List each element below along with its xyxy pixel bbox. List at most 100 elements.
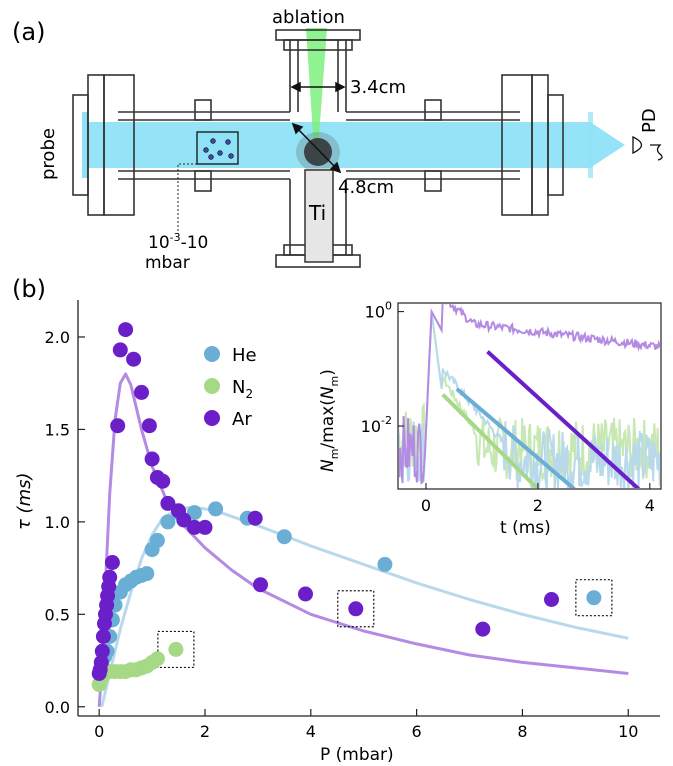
inset-x-axis-label: t (ms) xyxy=(500,518,551,538)
data-point-ar xyxy=(144,451,160,467)
vacuum-chamber xyxy=(72,29,564,268)
pressure-label: 10-3-10 xyxy=(148,231,208,253)
main-chart: 0 2 4 6 8 10 0.00.51.01.52.0 P (mbar) τ (ms) … xyxy=(14,300,660,765)
data-point-ar xyxy=(118,322,134,338)
legend-item-n2: N2 xyxy=(204,377,253,401)
legend-marker-he xyxy=(204,346,220,362)
inset-fit-n2 xyxy=(441,393,540,488)
data-point-ar xyxy=(348,601,364,617)
data-point-he xyxy=(139,566,155,582)
inset-y-ticks: 100 10-2 xyxy=(361,300,404,436)
ablation-plume-halo xyxy=(296,132,340,172)
main-y-tick-label: 0.5 xyxy=(45,605,70,624)
panel-a-label: (a) xyxy=(12,18,45,46)
main-y-tick-label: 1.5 xyxy=(45,420,70,439)
dimension-arrow-diagonal xyxy=(291,122,342,174)
data-point-ar xyxy=(247,510,263,526)
main-x-tick-label: 2 xyxy=(200,722,210,741)
main-x-tick-label: 10 xyxy=(618,722,638,741)
data-point-ar xyxy=(475,621,491,637)
data-point-he xyxy=(377,556,393,572)
inset-fit-he xyxy=(455,387,576,488)
main-x-tick-label: 4 xyxy=(306,722,316,741)
inset-y-axis-label: Nm/max(Nm) xyxy=(318,369,341,472)
data-point-ar xyxy=(197,519,213,535)
inset-fit-ar xyxy=(486,350,640,488)
data-point-ar xyxy=(94,643,110,659)
data-point-ar xyxy=(141,418,157,434)
data-point-ar xyxy=(176,512,192,528)
inset-decay-fits xyxy=(441,350,640,488)
ablation-label: ablation xyxy=(272,7,345,28)
inset-chart: 0 2 4 100 10-2 t (ms) Nm/max(Nm) xyxy=(318,300,662,538)
main-y-tick-label: 0.0 xyxy=(45,698,70,717)
data-point-ar xyxy=(253,577,268,593)
inset-trace-ar xyxy=(399,304,660,485)
legend-marker-n2 xyxy=(204,378,220,394)
main-data-points xyxy=(91,322,602,693)
highlight-box xyxy=(337,590,375,628)
data-point-ar xyxy=(102,569,118,585)
dim-bottom-label: 4.8cm xyxy=(338,177,394,198)
data-point-ar xyxy=(160,495,176,511)
photodiode-icon xyxy=(632,135,663,161)
main-x-tick-label: 8 xyxy=(517,722,527,741)
inset-x-tick-label: 2 xyxy=(533,496,543,515)
ablation-plume xyxy=(304,138,332,166)
pressure-unit-label: mbar xyxy=(145,253,190,273)
inset-noise-traces xyxy=(399,304,660,488)
fit-curve-he xyxy=(100,505,629,708)
panel-b-label: (b) xyxy=(12,275,46,303)
beam-exit-flare xyxy=(588,112,593,178)
data-point-n2 xyxy=(168,641,184,657)
data-point-ar xyxy=(95,629,111,644)
highlight-box xyxy=(575,579,613,617)
legend-label-he: He xyxy=(232,345,257,366)
data-point-he xyxy=(208,501,224,517)
data-point-n2 xyxy=(149,651,165,667)
target-label: Ti xyxy=(308,201,326,225)
data-point-he xyxy=(276,529,292,545)
data-point-ar xyxy=(112,342,128,358)
main-x-axis-label: P (mbar) xyxy=(320,745,394,765)
molecule-dots xyxy=(203,138,234,160)
main-y-axis-label: τ (ms) xyxy=(14,472,35,530)
data-point-ar xyxy=(186,519,202,535)
data-point-ar xyxy=(134,384,149,400)
legend-label-n2: N2 xyxy=(232,377,253,401)
data-point-ar xyxy=(110,418,126,434)
data-point-ar xyxy=(126,351,142,367)
data-point-ar xyxy=(298,586,313,602)
main-annotation-boxes xyxy=(157,579,613,669)
ablation-laser-beam xyxy=(306,28,327,150)
legend-marker-ar xyxy=(204,410,220,426)
highlight-box xyxy=(157,630,195,669)
data-point-he xyxy=(586,590,602,606)
legend-item-ar: Ar xyxy=(204,409,252,430)
inset-y-tick-label: 100 xyxy=(365,300,392,322)
main-x-tick-label: 6 xyxy=(412,722,422,741)
data-point-he xyxy=(186,505,202,521)
main-x-ticks: 0 2 4 6 8 10 xyxy=(94,709,638,741)
data-point-ar xyxy=(544,592,559,607)
legend-item-he: He xyxy=(204,345,257,366)
data-point-ar xyxy=(155,473,171,489)
legend-label-ar: Ar xyxy=(232,409,252,430)
inset-x-tick-label: 0 xyxy=(421,496,431,515)
main-y-tick-label: 1.0 xyxy=(45,513,70,532)
panel-a-schematic: (a) xyxy=(12,7,663,273)
main-y-ticks: 0.0 0.5 1.0 1.5 2.0 xyxy=(45,328,85,717)
inset-y-tick-label: 10-2 xyxy=(361,414,392,436)
detector-label: PD xyxy=(639,108,660,133)
data-point-he xyxy=(149,532,165,548)
main-y-tick-label: 2.0 xyxy=(45,328,70,347)
main-legend: He N2 Ar xyxy=(204,345,257,430)
molecules-box xyxy=(196,131,239,165)
inset-trace-he xyxy=(399,311,660,488)
ti-target xyxy=(304,169,334,263)
pressure-leader-line xyxy=(177,163,197,232)
probe-label: probe xyxy=(38,128,59,180)
beam-entry-flare xyxy=(82,112,88,178)
data-point-he xyxy=(160,514,176,530)
